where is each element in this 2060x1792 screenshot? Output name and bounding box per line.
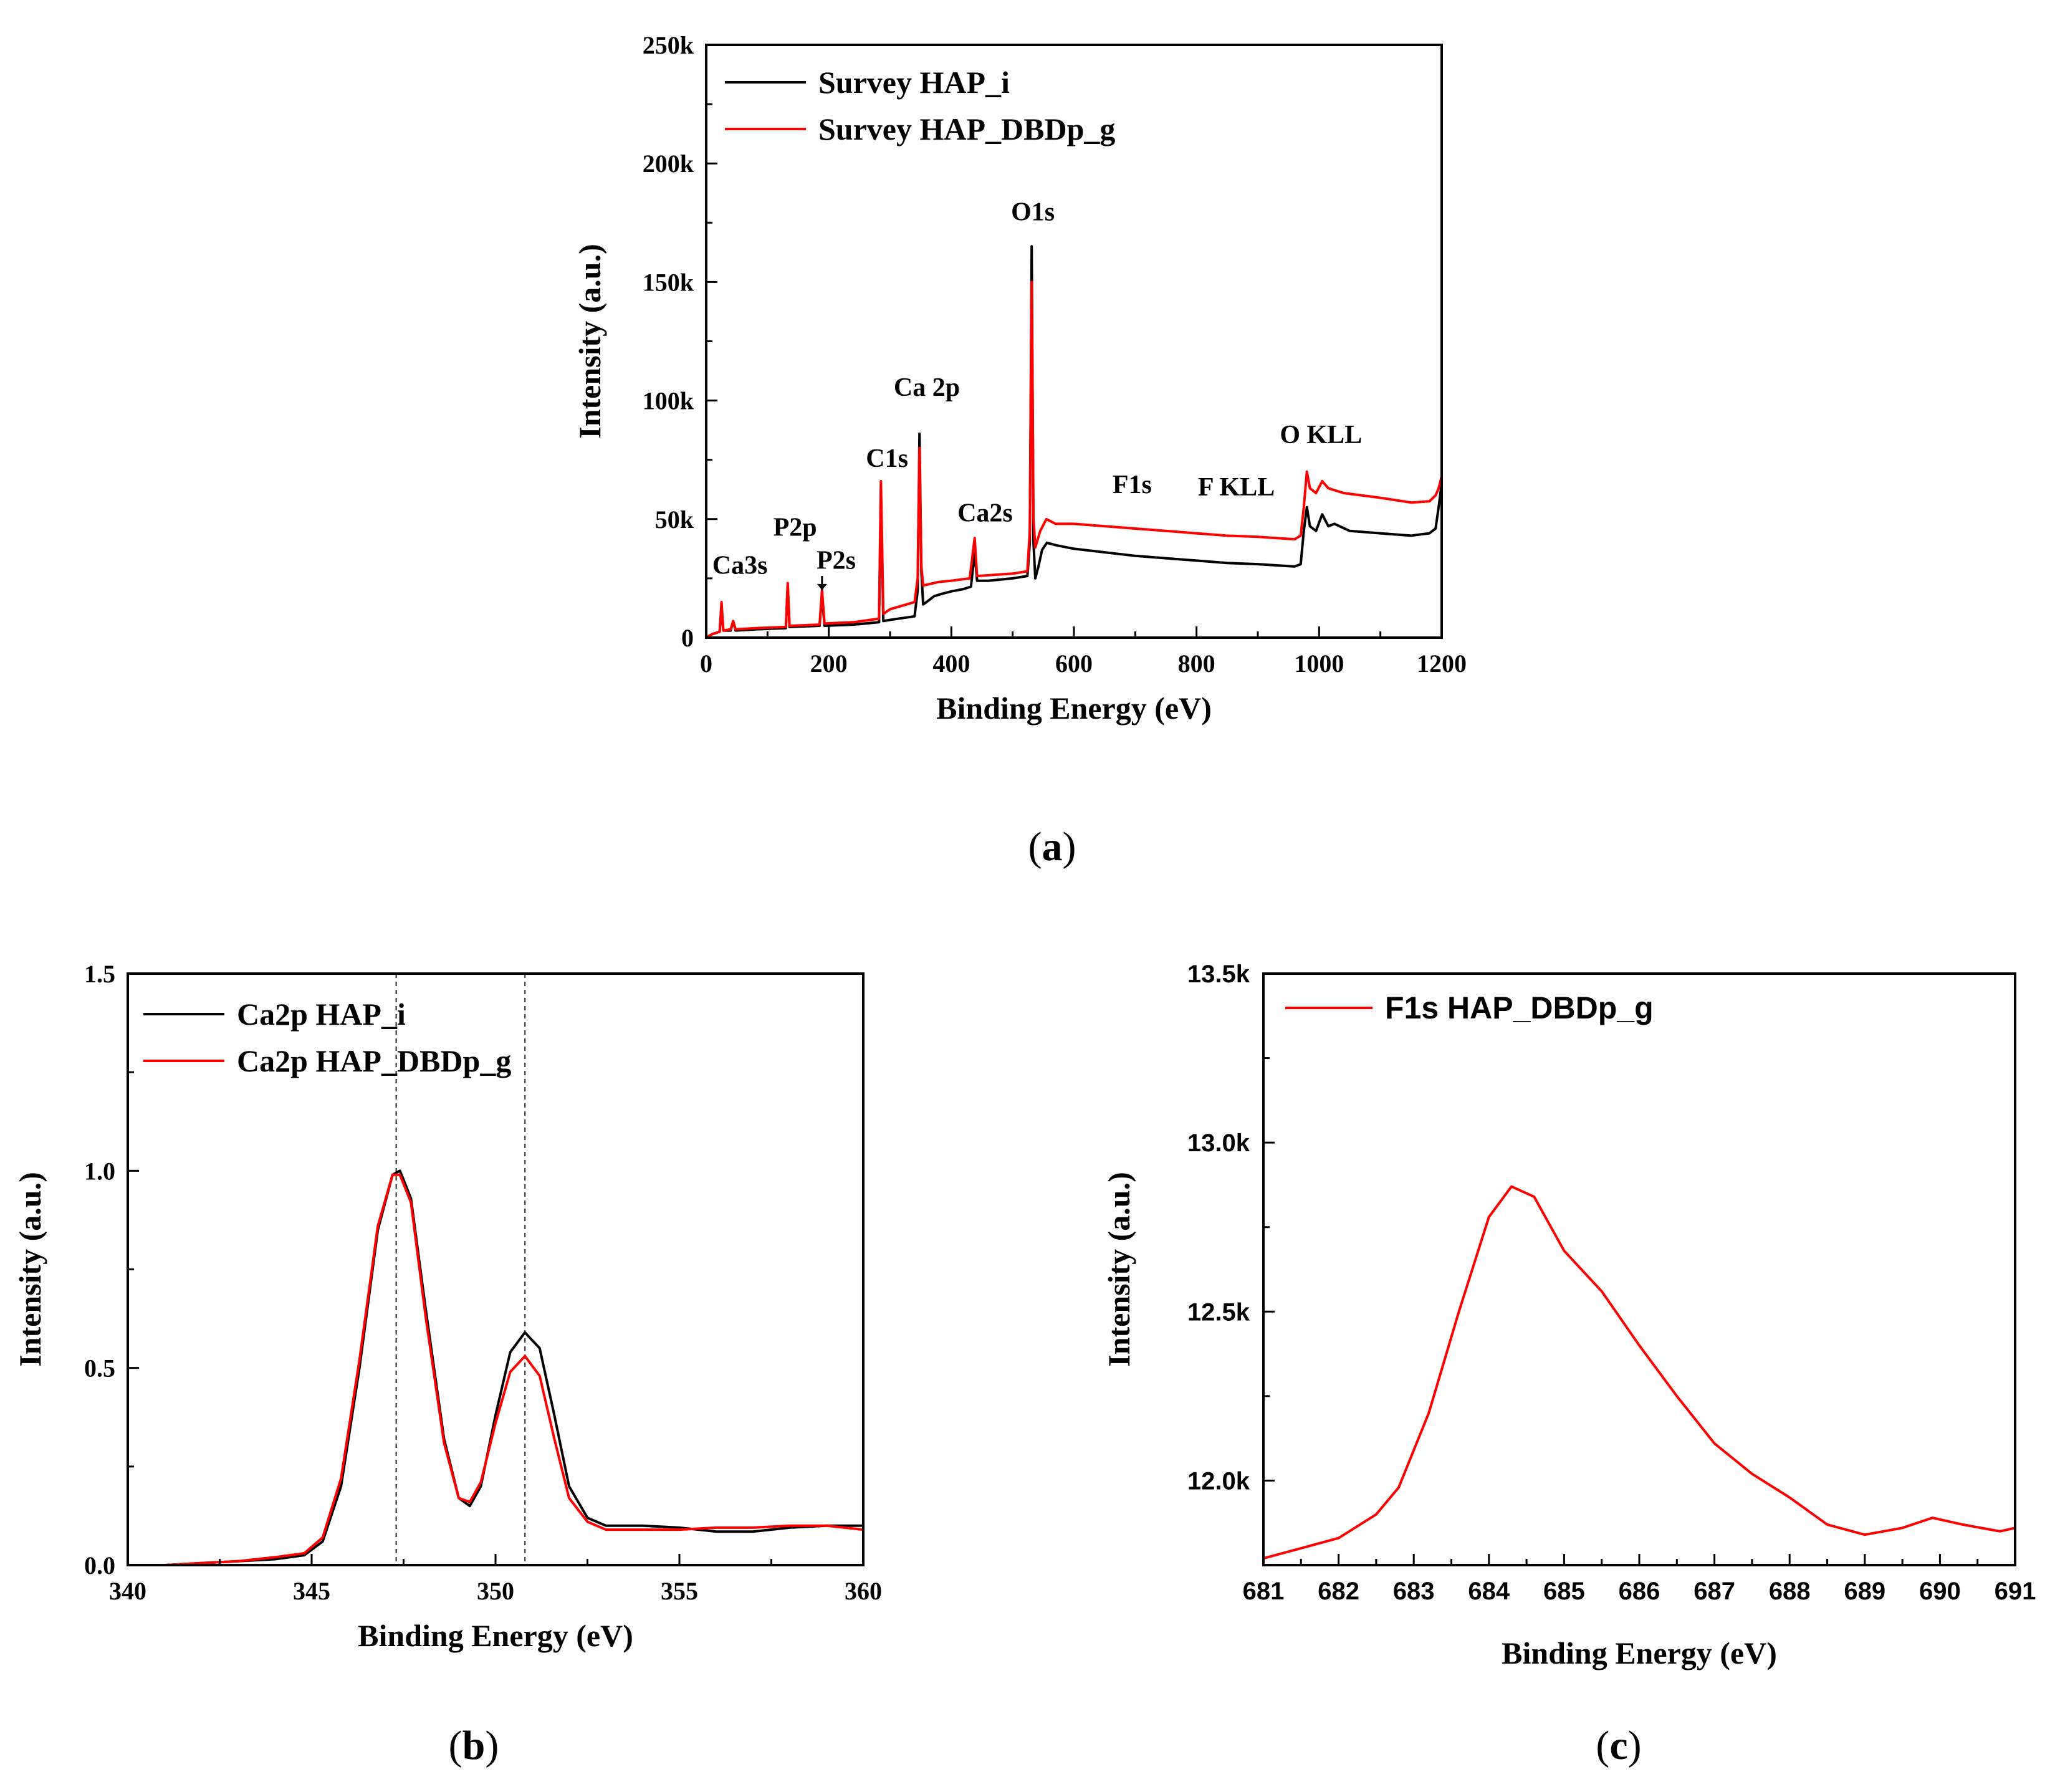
series-line-1 bbox=[1263, 1185, 2016, 1560]
caption-a-letter: a bbox=[1042, 824, 1063, 870]
x-tick-label: 0 bbox=[700, 649, 712, 678]
x-tick-label: 1200 bbox=[1417, 649, 1467, 678]
y-tick-label: 250k bbox=[643, 31, 694, 59]
y-tick-label: 100k bbox=[643, 387, 694, 415]
x-tick-label: 685 bbox=[1543, 1578, 1585, 1605]
plot-frame bbox=[1262, 972, 2016, 1566]
x-tick-label: 687 bbox=[1694, 1578, 1735, 1605]
panel-c-f1s-spectrum: 681 682 683 684 685 686 687 688 689 690 691 12.0k 12… bbox=[1101, 961, 2036, 1670]
x-tick-label: 683 bbox=[1393, 1578, 1435, 1605]
peak-label: O1s bbox=[1011, 198, 1055, 226]
y-tick-label: 0.0 bbox=[84, 1551, 115, 1579]
panel-a-survey-spectrum: 0 200 400 600 800 1000 1200 0 50k 100k 150k 200k 250… bbox=[572, 31, 1467, 726]
x-tick-label: 688 bbox=[1769, 1578, 1811, 1605]
x-tick-label: 681 bbox=[1243, 1578, 1285, 1605]
y-tick-label: 13.0k bbox=[1187, 1129, 1250, 1157]
y-tick-label: 50k bbox=[655, 505, 694, 534]
legend-label: Survey HAP_DBDp_g bbox=[818, 112, 1115, 146]
x-axis-label: Binding Energy (eV) bbox=[358, 1618, 633, 1653]
peak-label: F KLL bbox=[1198, 473, 1275, 502]
caption-c: (c) bbox=[1596, 1723, 1641, 1768]
peak-label: Ca3s bbox=[712, 551, 768, 580]
legend-label: Ca2p HAP_DBDp_g bbox=[237, 1043, 511, 1078]
y-axis-label: Intensity (a.u.) bbox=[1101, 1172, 1136, 1367]
y-axis-label: Intensity (a.u.) bbox=[12, 1172, 47, 1367]
x-tick-label: 682 bbox=[1318, 1578, 1359, 1605]
legend-label: F1s HAP_DBDp_g bbox=[1385, 990, 1654, 1025]
x-tick-label: 1000 bbox=[1294, 649, 1344, 678]
x-tick-label: 691 bbox=[1995, 1578, 2036, 1605]
x-tick-label: 360 bbox=[845, 1577, 882, 1605]
peak-label: C1s bbox=[866, 444, 908, 473]
x-axis-label: Binding Energy (eV) bbox=[1502, 1636, 1777, 1670]
y-tick-label: 12.0k bbox=[1187, 1467, 1250, 1495]
x-tick-label: 340 bbox=[109, 1577, 146, 1605]
peak-label: P2p bbox=[774, 513, 817, 542]
x-tick-label: 200 bbox=[810, 649, 848, 678]
peak-label: P2s bbox=[817, 547, 856, 575]
x-tick-label: 800 bbox=[1178, 649, 1215, 678]
y-tick-label: 0.5 bbox=[84, 1354, 115, 1382]
y-tick-label: 0 bbox=[681, 624, 694, 652]
series-line-1 bbox=[146, 1169, 863, 1566]
caption-b-letter: b bbox=[462, 1723, 486, 1768]
x-tick-label: 690 bbox=[1919, 1578, 1961, 1605]
legend-label: Survey HAP_i bbox=[818, 65, 1010, 100]
caption-c-letter: c bbox=[1609, 1723, 1627, 1768]
p2s-arrow-head bbox=[817, 583, 827, 590]
y-tick-label: 12.5k bbox=[1187, 1298, 1250, 1326]
y-tick-label: 13.5k bbox=[1187, 961, 1250, 988]
y-tick-label: 200k bbox=[643, 150, 694, 178]
x-tick-label: 355 bbox=[661, 1577, 698, 1605]
peak-label: Ca2s bbox=[957, 499, 1013, 528]
caption-a: (a) bbox=[1028, 824, 1076, 870]
series-line-2 bbox=[705, 280, 1443, 639]
caption-b: (b) bbox=[449, 1723, 499, 1768]
x-tick-label: 684 bbox=[1468, 1578, 1510, 1605]
y-tick-label: 150k bbox=[643, 268, 694, 296]
x-tick-label: 350 bbox=[477, 1577, 514, 1605]
peak-label: F1s bbox=[1113, 471, 1152, 499]
legend-label: Ca2p HAP_i bbox=[237, 997, 406, 1032]
x-tick-label: 345 bbox=[293, 1577, 330, 1605]
y-tick-label: 1.5 bbox=[84, 960, 115, 988]
x-tick-label: 400 bbox=[932, 649, 970, 678]
peak-label: Ca 2p bbox=[894, 373, 960, 402]
y-axis-label: Intensity (a.u.) bbox=[572, 244, 607, 439]
y-tick-label: 1.0 bbox=[84, 1157, 115, 1185]
peak-label: O KLL bbox=[1280, 421, 1362, 449]
x-tick-label: 686 bbox=[1619, 1578, 1660, 1605]
series-line-2 bbox=[164, 1173, 864, 1566]
x-axis-label: Binding Energy (eV) bbox=[936, 691, 1212, 726]
panel-b-ca2p-spectrum: 340 345 350 355 360 0.0 0.5 1.0 1.5 Binding Energ… bbox=[12, 960, 882, 1653]
x-tick-label: 689 bbox=[1844, 1578, 1885, 1605]
x-tick-label: 600 bbox=[1055, 649, 1093, 678]
